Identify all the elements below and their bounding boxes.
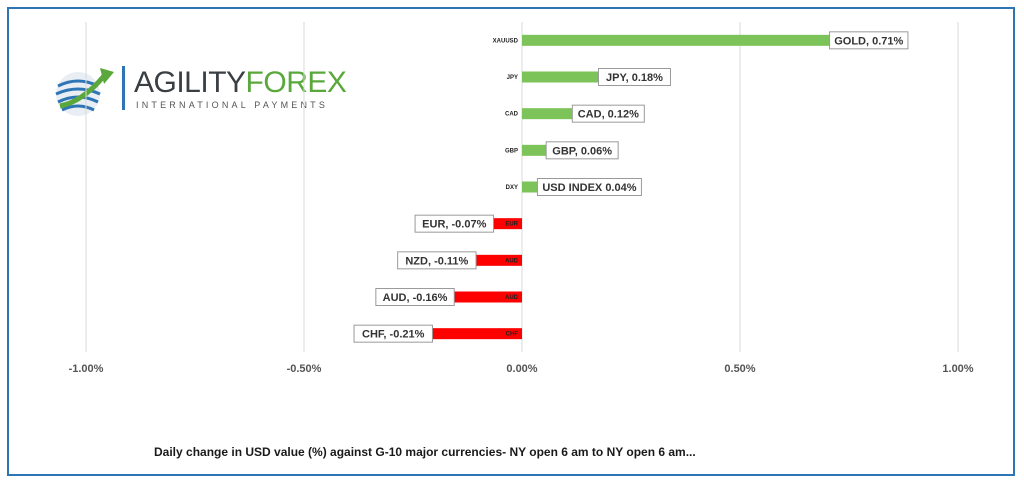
data-label: GBP, 0.06% <box>552 145 612 157</box>
bar <box>474 254 522 266</box>
category-label: GBP <box>505 148 518 154</box>
data-label: NZD, -0.11% <box>405 255 468 267</box>
x-tick-label: -0.50% <box>287 363 322 375</box>
data-label: CHF, -0.21% <box>362 329 425 341</box>
bar <box>452 291 522 303</box>
data-label-box <box>545 141 619 160</box>
data-label: EUR, -0.07% <box>422 219 486 231</box>
x-tick-label: 1.00% <box>942 363 973 375</box>
data-label: GOLD, 0.71% <box>834 35 903 47</box>
category-label: JPY <box>507 75 518 81</box>
bar <box>491 218 522 230</box>
data-label: CAD, 0.12% <box>578 109 639 121</box>
bar-inner-label: AUD <box>505 295 519 301</box>
x-tick-label: 0.50% <box>724 363 755 375</box>
bar-inner-label: EUR <box>505 222 518 228</box>
chart-caption: Daily change in USD value (%) against G-… <box>154 445 696 459</box>
data-label: USD INDEX 0.04% <box>542 182 636 194</box>
data-label: AUD, -0.16% <box>383 292 448 304</box>
bar <box>522 34 832 46</box>
logo-subtitle: INTERNATIONAL PAYMENTS <box>136 100 329 110</box>
data-label-box <box>597 68 671 86</box>
data-label-box <box>353 324 433 343</box>
category-label: CAD <box>505 112 519 118</box>
bar-inner-label: AUD <box>505 258 519 264</box>
bar <box>522 144 549 156</box>
logo-divider <box>122 66 125 110</box>
bar <box>522 108 575 120</box>
bar <box>522 181 540 193</box>
data-label-box <box>536 178 642 196</box>
data-label-box <box>397 251 477 270</box>
data-label-box <box>571 104 645 123</box>
bar <box>522 71 601 83</box>
agilityforex-logo: AGILITYFOREX INTERNATIONAL PAYMENTS <box>52 62 347 122</box>
data-label-box <box>829 31 909 50</box>
logo-wordmark: AGILITYFOREX <box>134 66 347 99</box>
bar <box>430 328 522 340</box>
x-tick-label: 0.00% <box>506 363 537 375</box>
x-tick-label: -1.00% <box>69 363 104 375</box>
category-label: DXY <box>506 185 518 191</box>
data-label-box <box>414 214 494 233</box>
category-label: XAUUSD <box>493 38 519 44</box>
globe-logo-icon <box>55 68 114 116</box>
bar-inner-label: CHF <box>506 332 519 338</box>
chart-frame <box>7 7 1015 476</box>
data-label-box <box>375 288 455 306</box>
data-label: JPY, 0.18% <box>606 72 663 84</box>
